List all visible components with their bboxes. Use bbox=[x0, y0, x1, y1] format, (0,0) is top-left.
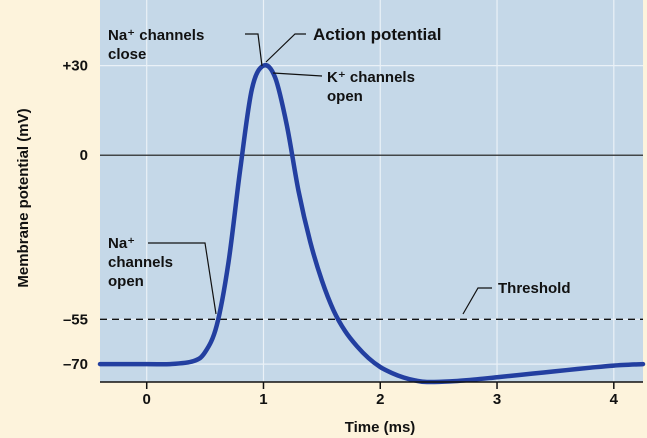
annotation-na-open-2: channels bbox=[108, 254, 173, 271]
annotation-na-close-1: Na⁺ channels bbox=[108, 27, 204, 44]
x-tick-label: 1 bbox=[259, 391, 267, 408]
x-tick-label: 2 bbox=[376, 391, 384, 408]
x-tick-label: 0 bbox=[143, 391, 151, 408]
threshold-leader bbox=[462, 287, 492, 315]
annotation-leaders bbox=[148, 33, 492, 315]
na-close-leader bbox=[245, 33, 263, 67]
y-ticks: +30 0 –55 –70 bbox=[63, 58, 88, 373]
membrane-potential-curve bbox=[97, 62, 646, 385]
y-tick-label: –70 bbox=[63, 356, 88, 373]
x-axis-label: Time (ms) bbox=[345, 419, 416, 436]
action-potential-leader bbox=[265, 33, 306, 63]
annotation-k-open-2: open bbox=[327, 88, 363, 105]
x-ticks: 0 1 2 3 4 bbox=[143, 382, 619, 408]
threshold-label: Threshold bbox=[498, 280, 571, 297]
na-open-leader bbox=[148, 242, 217, 315]
plot-panel bbox=[100, 0, 643, 382]
y-tick-label: 0 bbox=[80, 147, 88, 164]
y-tick-label: +30 bbox=[63, 58, 88, 75]
annotation-k-open-1: K⁺ channels bbox=[327, 69, 415, 86]
annotation-na-open-3: open bbox=[108, 273, 144, 290]
y-tick-label: –55 bbox=[63, 311, 88, 328]
annotation-na-open-1: Na⁺ bbox=[108, 235, 135, 252]
y-axis-label: Membrane potential (mV) bbox=[15, 108, 32, 287]
x-tick-label: 4 bbox=[610, 391, 619, 408]
annotation-action-potential: Action potential bbox=[313, 25, 441, 44]
x-tick-label: 3 bbox=[493, 391, 501, 408]
annotation-na-close-2: close bbox=[108, 46, 146, 63]
k-open-leader bbox=[272, 72, 323, 77]
